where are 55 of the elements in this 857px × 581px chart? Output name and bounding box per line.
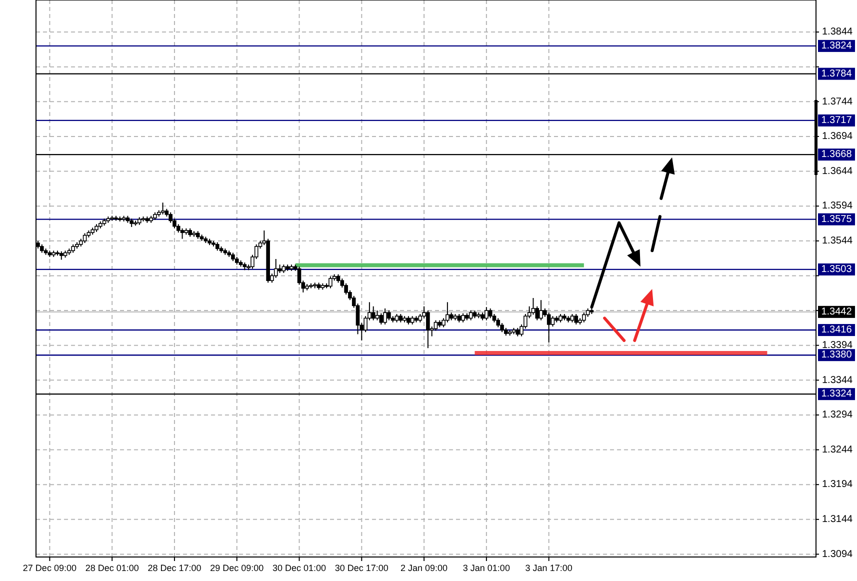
- candlestick: [160, 202, 165, 215]
- candlestick: [461, 312, 465, 323]
- ref-line-label: 1.3784: [821, 68, 852, 80]
- candlestick: [387, 310, 391, 321]
- x-tick-label: 28 Dec 01:00: [85, 563, 139, 573]
- x-tick-label: 30 Dec 01:00: [272, 563, 326, 573]
- x-tick-label: 30 Dec 17:00: [334, 563, 388, 573]
- candlestick: [82, 232, 87, 244]
- candlestick: [274, 258, 278, 278]
- y-tick-label: 1.3094: [822, 548, 854, 560]
- candlestick: [550, 316, 555, 328]
- x-tick-label: 28 Dec 17:00: [148, 563, 202, 573]
- candlestick: [375, 310, 380, 321]
- candlestick: [574, 314, 578, 325]
- ref-line-label: 1.3824: [821, 40, 852, 52]
- x-tick-label: 3 Jan 01:00: [462, 563, 510, 573]
- y-tick-label: 1.3644: [822, 166, 854, 177]
- candlestick: [328, 276, 332, 289]
- ref-line-label: 1.3442: [821, 306, 852, 318]
- y-tick-label: 1.3344: [822, 374, 854, 386]
- candlestick: [546, 312, 551, 344]
- ref-line-label: 1.3324: [821, 388, 852, 400]
- x-tick-label: 2 Jan 09:00: [400, 563, 448, 573]
- candlestick: [488, 308, 492, 319]
- candlestick: [484, 306, 488, 321]
- candlestick: [383, 308, 387, 325]
- candlestick: [371, 306, 376, 321]
- y-tick-label: 1.3294: [822, 410, 854, 421]
- x-tick-label: 27 Dec 09:00: [22, 563, 76, 573]
- candlestick: [539, 300, 543, 321]
- y-tick-label: 1.3144: [822, 514, 854, 526]
- ref-line-label: 1.3416: [821, 324, 852, 336]
- ref-line-label: 1.3717: [821, 115, 852, 126]
- candlestick: [468, 310, 473, 321]
- ref-line-label: 1.3575: [821, 214, 852, 225]
- y-tick-label: 1.3244: [822, 444, 854, 456]
- x-tick-label: 3 Jan 17:00: [525, 563, 572, 573]
- candlestick: [531, 297, 536, 316]
- y-tick-label: 1.3694: [822, 131, 854, 142]
- y-tick-label: 1.3194: [822, 479, 854, 490]
- ref-line-label: 1.3668: [821, 149, 852, 160]
- y-tick-label: 1.3544: [822, 236, 854, 247]
- x-tick-label: 29 Dec 09:00: [210, 563, 264, 573]
- candlestick: [379, 312, 384, 325]
- y-tick-label: 1.3844: [822, 26, 854, 38]
- candlestick: [582, 312, 586, 323]
- y-tick-label: 1.3394: [822, 340, 854, 351]
- candlestick: [426, 310, 430, 349]
- y-tick-label: 1.3744: [822, 96, 854, 108]
- candlestick: [446, 302, 450, 323]
- ref-line-label: 1.3380: [821, 350, 852, 361]
- candlestick: [180, 228, 184, 240]
- ref-line-label: 1.3503: [821, 264, 852, 276]
- candlestick: [496, 318, 500, 328]
- y-tick-label: 1.3594: [822, 200, 854, 212]
